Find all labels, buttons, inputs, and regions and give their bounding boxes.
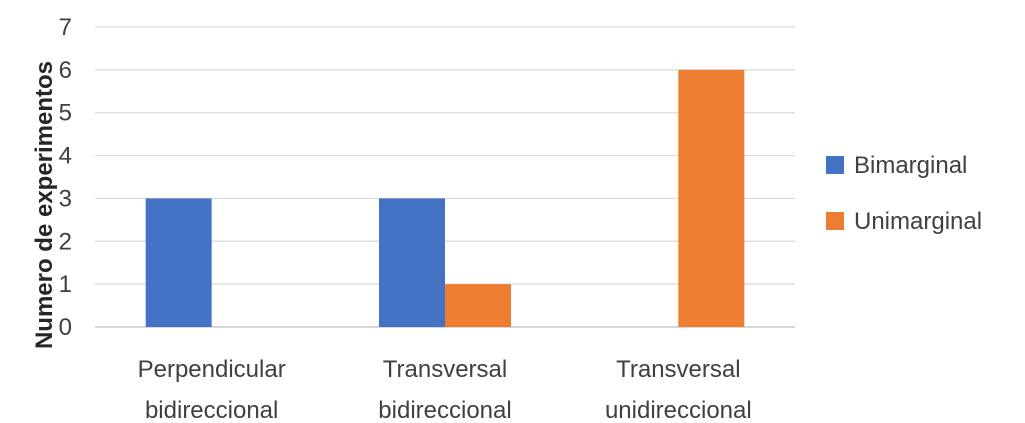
x-category-label: unidireccional bbox=[605, 397, 752, 423]
x-category-label: Transversal bbox=[383, 356, 507, 383]
y-tick-label: 6 bbox=[59, 57, 72, 84]
y-tick-label: 5 bbox=[59, 100, 72, 127]
x-category-label: Perpendicular bbox=[138, 356, 286, 383]
bar-unimarginal-1 bbox=[445, 284, 511, 327]
legend-label-bimarginal: Bimarginal bbox=[854, 152, 967, 179]
legend: Bimarginal Unimarginal bbox=[826, 152, 982, 235]
legend-swatch-bimarginal bbox=[826, 156, 844, 174]
x-category-label: Transversal bbox=[616, 356, 740, 383]
x-axis-category-labels: Perpendicular bidireccional Transversal bid… bbox=[138, 356, 752, 423]
legend-swatch-unimarginal bbox=[826, 212, 844, 230]
bar-unimarginal-2 bbox=[678, 69, 745, 327]
y-axis-title: Numero de experimentos bbox=[31, 61, 58, 349]
y-tick-label: 2 bbox=[59, 228, 72, 255]
y-tick-label: 3 bbox=[59, 185, 72, 212]
y-tick-label: 4 bbox=[59, 143, 72, 170]
y-tick-label: 7 bbox=[59, 14, 72, 41]
y-axis-tick-labels: 0 1 2 3 4 5 6 7 bbox=[59, 14, 72, 341]
x-category-label: bidireccional bbox=[378, 397, 511, 423]
bar-bimarginal-0 bbox=[145, 198, 212, 327]
x-category-label: bidireccional bbox=[145, 397, 278, 423]
y-tick-label: 0 bbox=[59, 314, 72, 341]
legend-label-unimarginal: Unimarginal bbox=[854, 208, 982, 235]
bars bbox=[145, 69, 745, 327]
bar-bimarginal-1 bbox=[379, 198, 445, 327]
y-tick-label: 1 bbox=[59, 271, 72, 298]
